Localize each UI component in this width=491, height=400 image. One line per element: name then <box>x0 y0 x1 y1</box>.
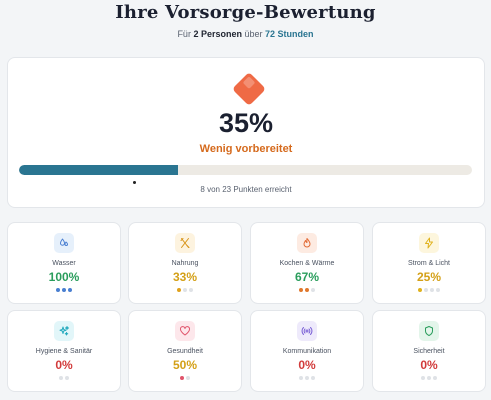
heart-icon <box>175 321 195 341</box>
rating-dot-filled <box>305 288 309 292</box>
category-rating-dots <box>8 376 120 380</box>
category-rating-dots <box>373 376 485 380</box>
rating-dot-empty <box>189 288 193 292</box>
rating-dot-filled <box>418 288 422 292</box>
category-card-kochen-und-waerme[interactable]: Kochen & Wärme 67% <box>250 222 364 304</box>
rating-dot-filled <box>180 376 184 380</box>
rating-dot-empty <box>427 376 431 380</box>
category-rating-dots <box>129 288 241 292</box>
category-percent: 33% <box>172 270 198 284</box>
rating-dot-empty <box>436 288 440 292</box>
category-percent: 0% <box>298 358 316 372</box>
category-percent: 67% <box>294 270 320 284</box>
radio-signal-icon <box>297 321 317 341</box>
subtitle-mid: über <box>244 29 263 39</box>
category-name: Gesundheit <box>167 348 203 355</box>
diamond-icon <box>232 72 266 106</box>
rating-dot-empty <box>424 288 428 292</box>
rating-dot-empty <box>311 288 315 292</box>
subtitle-prefix: Für <box>177 29 191 39</box>
category-card-gesundheit[interactable]: Gesundheit 50% <box>128 310 242 392</box>
category-card-kommunikation[interactable]: Kommunikation 0% <box>250 310 364 392</box>
rating-dot-empty <box>430 288 434 292</box>
sparkle-icon <box>54 321 74 341</box>
duration: 72 Stunden <box>265 29 314 39</box>
flame-icon <box>297 233 317 253</box>
category-card-wasser[interactable]: Wasser 100% <box>7 222 121 304</box>
rating-dot-empty <box>421 376 425 380</box>
rating-dot-empty <box>299 376 303 380</box>
category-rating-dots <box>8 288 120 292</box>
lightning-icon <box>419 233 439 253</box>
category-percent: 25% <box>416 270 442 284</box>
overall-percent: 35% <box>218 108 274 138</box>
category-name: Sicherheit <box>413 348 445 355</box>
category-rating-dots <box>251 288 363 292</box>
category-percent: 0% <box>55 358 73 372</box>
category-name: Hygiene & Sanitär <box>35 348 93 355</box>
rating-dot-empty <box>59 376 63 380</box>
page-title: Ihre Vorsorge-Bewertung <box>115 2 376 23</box>
preparedness-level: Wenig vorbereitet <box>199 143 293 155</box>
category-name: Nahrung <box>171 260 199 267</box>
category-rating-dots <box>129 376 241 380</box>
utensils-icon <box>175 233 195 253</box>
category-name: Kochen & Wärme <box>279 260 335 267</box>
progress-fill <box>19 165 178 175</box>
points-summary: 8 von 23 Punkten erreicht <box>200 185 292 194</box>
category-card-strom-und-licht[interactable]: Strom & Licht 25% <box>372 222 486 304</box>
summary-card: 35% Wenig vorbereitet 8 von 23 Punkten e… <box>7 57 485 208</box>
rating-dot-filled <box>56 288 60 292</box>
category-rating-dots <box>373 288 485 292</box>
rating-dot-filled <box>62 288 66 292</box>
rating-dot-empty <box>311 376 315 380</box>
category-percent: 100% <box>48 270 80 284</box>
rating-dot-empty <box>65 376 69 380</box>
category-card-hygiene-und-sanitaer[interactable]: Hygiene & Sanitär 0% <box>7 310 121 392</box>
shield-icon <box>419 321 439 341</box>
rating-dot-empty <box>433 376 437 380</box>
category-percent: 0% <box>420 358 438 372</box>
rating-dot-empty <box>186 376 190 380</box>
category-name: Kommunikation <box>282 348 332 355</box>
rating-dot-empty <box>305 376 309 380</box>
rating-dot-filled <box>68 288 72 292</box>
category-name: Wasser <box>52 260 76 267</box>
progress-marker <box>133 181 136 184</box>
page-subtitle: Für 2 Personen über 72 Stunden <box>0 29 491 39</box>
progress-bar <box>19 165 472 175</box>
category-rating-dots <box>251 376 363 380</box>
category-card-sicherheit[interactable]: Sicherheit 0% <box>372 310 486 392</box>
category-percent: 50% <box>172 358 198 372</box>
water-drops-icon <box>54 233 74 253</box>
category-card-nahrung[interactable]: Nahrung 33% <box>128 222 242 304</box>
category-name: Strom & Licht <box>407 260 450 267</box>
rating-dot-empty <box>183 288 187 292</box>
rating-dot-filled <box>299 288 303 292</box>
rating-dot-filled <box>177 288 181 292</box>
persons-count: 2 Personen <box>193 29 242 39</box>
